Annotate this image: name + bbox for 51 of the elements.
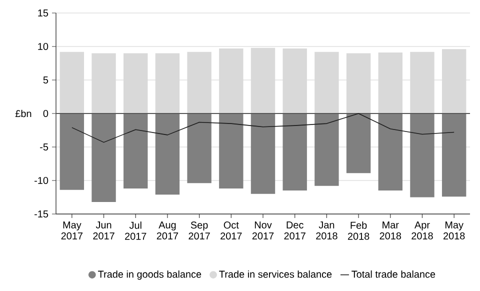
- bar: [155, 114, 180, 195]
- x-tick-label: Mar 2018: [380, 222, 402, 240]
- bar: [410, 114, 434, 198]
- legend-label: Trade in services balance: [219, 270, 332, 278]
- bar: [155, 53, 180, 114]
- bar: [124, 114, 148, 189]
- x-tick-label: Jul 2017: [125, 222, 146, 240]
- x-tick-label: Jun 2017: [93, 222, 114, 240]
- bar: [314, 114, 339, 186]
- x-tick-label: May 2017: [61, 222, 83, 240]
- x-tick-label: Apr 2018: [412, 222, 433, 240]
- bar: [124, 53, 148, 114]
- y-tick-label: -10: [34, 176, 48, 184]
- bar: [60, 114, 84, 190]
- legend-label: Total trade balance: [352, 270, 436, 278]
- bar: [410, 52, 434, 114]
- bar: [60, 52, 84, 114]
- bar: [346, 53, 371, 114]
- x-tick-label: Sep 2017: [188, 222, 210, 240]
- bar: [346, 114, 371, 174]
- y-tick-label: 15: [38, 10, 48, 16]
- x-tick-label: Jan 2018: [316, 222, 338, 240]
- x-tick-label: May 2018: [444, 222, 465, 240]
- y-tick-label: 10: [38, 42, 48, 50]
- line-series: [72, 113, 454, 143]
- bar: [378, 52, 402, 114]
- x-tick-label: Feb 2018: [348, 222, 370, 240]
- bar: [378, 114, 402, 191]
- bar: [92, 114, 116, 202]
- bar: [92, 53, 116, 114]
- x-tick-label: Dec 2017: [284, 222, 306, 240]
- y-axis-title: £bn: [15, 110, 32, 118]
- y-tick-label: 5: [43, 76, 48, 84]
- y-tick-label: -15: [34, 210, 48, 218]
- bar: [442, 114, 466, 197]
- x-tick-label: Nov 2017: [252, 222, 274, 240]
- bar: [314, 52, 339, 114]
- bar: [250, 114, 276, 194]
- bar: [219, 114, 244, 189]
- bar: [250, 48, 276, 114]
- x-tick-label: Aug 2017: [156, 222, 178, 240]
- legend-label: Trade in goods balance: [98, 270, 202, 280]
- bar: [187, 52, 212, 114]
- y-tick-label: 0: [43, 110, 48, 118]
- y-tick-label: -5: [40, 144, 48, 150]
- bar: [187, 114, 212, 184]
- bar: [282, 48, 307, 114]
- x-tick-label: Oct 2017: [220, 222, 242, 240]
- bar: [219, 48, 244, 114]
- bar: [282, 114, 307, 191]
- bar: [442, 49, 466, 114]
